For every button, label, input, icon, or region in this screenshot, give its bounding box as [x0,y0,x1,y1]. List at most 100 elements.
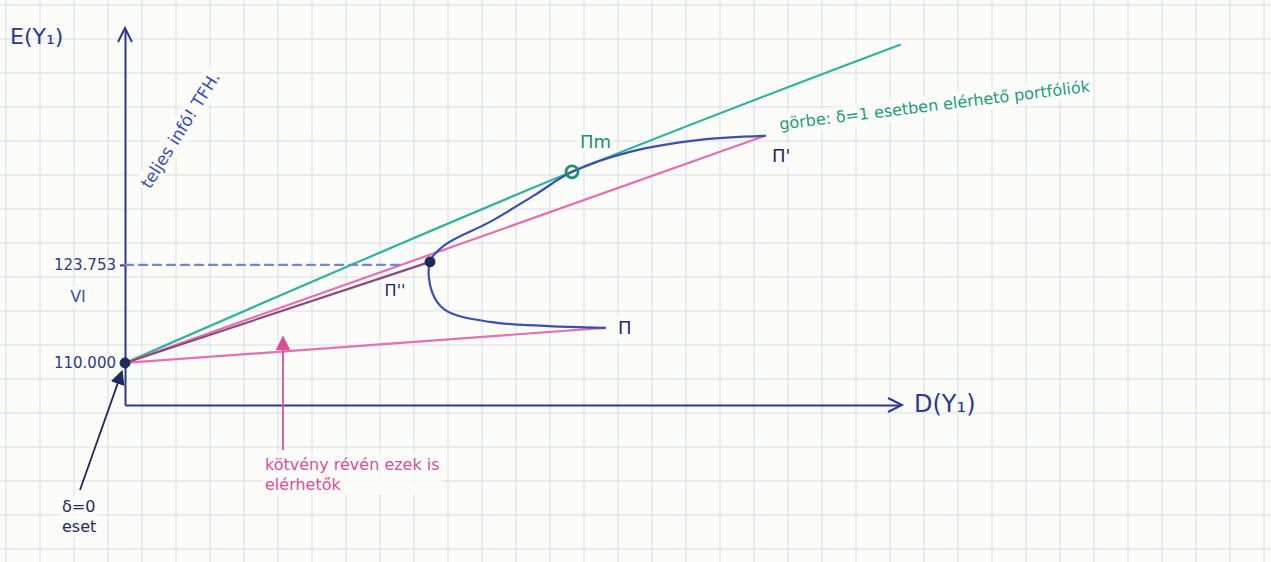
annotation: Πm [578,130,613,153]
annotation: Π [616,316,634,339]
paper-line [176,0,177,562]
paper-line [550,0,551,562]
paper-line [74,0,75,562]
annotation-text: kötvény révén ezek iselérhetők [265,455,440,494]
paper-line [0,5,1271,6]
paper-line [890,0,891,562]
paper-line [856,0,857,562]
paper-line [482,0,483,562]
axis-line [126,405,901,407]
series-line [125,328,605,363]
annotation-text: teljes infó! TFH. [136,68,224,192]
text-line: elérhetők [265,475,341,494]
series-line [429,136,765,328]
point [566,166,578,178]
paper-line [40,0,41,562]
label-patch [578,130,613,153]
annotation-text: δ=0eset [62,497,96,536]
text-line: eset [62,517,96,536]
annotation: Π'' [383,280,408,301]
paper-line [1128,0,1129,562]
paper-line [0,243,1271,244]
axis-title: D(Y₁) [914,390,976,418]
annotation: görbe: δ=1 esetben elérhető portfóliók [776,75,1094,135]
paper-line [0,447,1271,448]
paper-line [0,311,1271,312]
paper-line [0,481,1271,482]
paper-line [958,0,959,562]
axis-title: E(Y₁) [10,24,63,49]
paper-line [1230,0,1231,562]
paper-line [788,0,789,562]
annotation: kötvény révén ezek iselérhetők [263,454,442,495]
tick: 110.000 [54,354,125,372]
label-patch [770,144,792,167]
annotation-text: Π' [772,145,790,166]
tick: 123.753 [54,256,125,274]
label-patch [383,280,408,301]
axis-arrow [888,398,902,412]
series-line [125,264,400,266]
paper-line [924,0,925,562]
point [425,257,435,267]
chart-container: 110.000123.753E(Y₁)D(Y₁)teljes infó! TFH… [0,0,1271,562]
background [0,0,1271,562]
axis-line [125,31,127,406]
annotation-text: VI [70,287,86,306]
annotation: Π' [770,144,792,167]
label-patch [60,496,98,537]
annotations: teljes infó! TFH. görbe: δ=1 esetben elér… [60,66,1094,537]
arrow [80,371,122,490]
paper-line [652,0,653,562]
paper-line [1094,0,1095,562]
annotation: δ=0eset [60,496,98,537]
tick-label: 110.000 [54,354,116,372]
paper-line [108,0,109,562]
annotation-text: Π'' [385,281,406,300]
paper-line [0,175,1271,176]
paper-line [0,413,1271,414]
paper-line [516,0,517,562]
label-patch [776,75,1094,135]
text-line: δ=0 [62,497,95,516]
annotation-text: Π [618,317,632,338]
series-line [125,262,430,363]
annotation-text: Πm [580,131,611,152]
label-patch [263,454,442,495]
tick-label: 123.753 [54,256,116,274]
paper-line [0,549,1271,550]
paper-line [0,515,1271,516]
paper-line [0,73,1271,74]
axis-arrow [118,28,132,42]
paper-line [0,379,1271,380]
series-line [125,45,900,363]
paper-line [754,0,755,562]
paper-line [1196,0,1197,562]
chart-svg: 110.000123.753E(Y₁)D(Y₁)teljes infó! TFH… [0,0,1271,562]
paper-line [0,141,1271,142]
point [120,358,130,368]
paper-line [0,209,1271,210]
annotation: VI [68,286,88,307]
paper-grid [0,0,1271,562]
paper-line [1264,0,1265,562]
series-line [125,136,765,363]
label-patch [135,66,226,194]
paper-line [0,277,1271,278]
annotation-text: görbe: δ=1 esetben elérhető portfóliók [778,77,1091,134]
paper-line [618,0,619,562]
paper-line [822,0,823,562]
plot-area [120,45,900,368]
paper-line [720,0,721,562]
text-line: kötvény révén ezek is [265,455,440,474]
label-patch [616,316,634,339]
arrow [282,337,284,450]
paper-line [0,345,1271,346]
x-axis [126,405,901,406]
paper-line [6,0,7,562]
paper-line [1162,0,1163,562]
paper-line [0,39,1271,40]
label-patch [68,286,88,307]
paper-line [244,0,245,562]
paper-line [686,0,687,562]
